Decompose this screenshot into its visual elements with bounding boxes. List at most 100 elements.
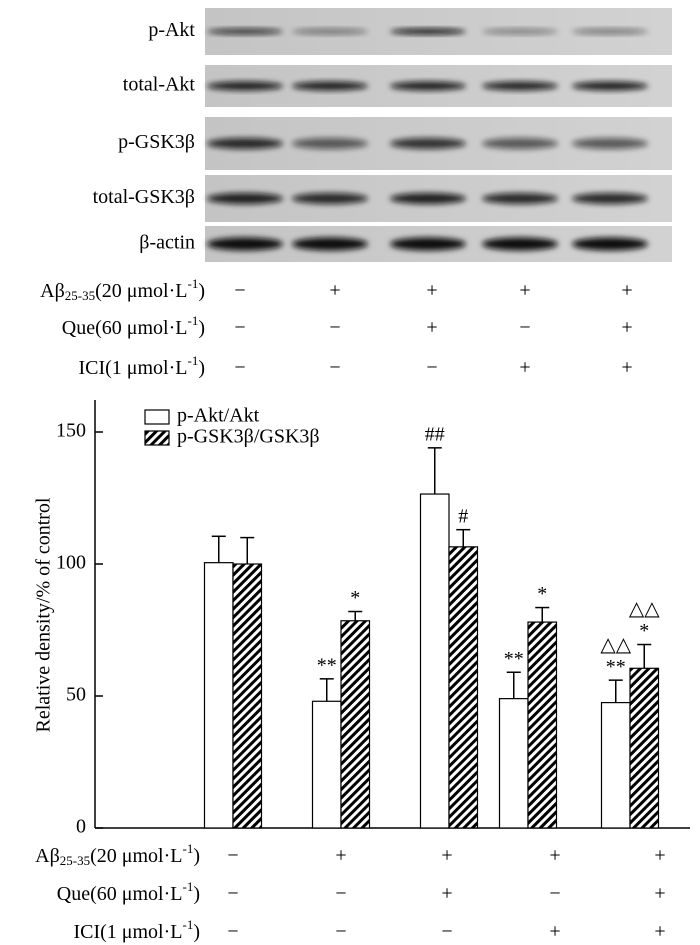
condition-mark: + bbox=[441, 883, 452, 905]
bar bbox=[340, 620, 371, 829]
legend-swatch bbox=[144, 430, 170, 446]
condition-mark: + bbox=[654, 921, 665, 943]
condition-mark: + bbox=[549, 845, 560, 867]
error-bar bbox=[637, 643, 652, 669]
condition-mark: − bbox=[441, 921, 452, 943]
condition-mark: − bbox=[234, 280, 245, 302]
label-part: Que(60 μmol·L bbox=[62, 317, 188, 339]
label-part: -1 bbox=[182, 879, 193, 894]
blot-band bbox=[292, 81, 368, 91]
bar bbox=[232, 563, 263, 829]
condition-label: ICI(1 μmol·L-1) bbox=[78, 353, 205, 379]
condition-label: Que(60 μmol·L-1) bbox=[62, 313, 205, 339]
significance-label: * bbox=[639, 620, 649, 642]
condition-mark: + bbox=[329, 280, 340, 302]
blot-band bbox=[292, 193, 368, 204]
blot-row-label: total-Akt bbox=[123, 74, 196, 96]
label-part: ) bbox=[193, 921, 200, 943]
blot-band bbox=[572, 237, 648, 251]
error-bar bbox=[348, 610, 363, 621]
blot-band bbox=[572, 138, 648, 149]
label-part: 25-35 bbox=[65, 288, 95, 303]
label-part: Aβ bbox=[40, 280, 65, 302]
blot-band bbox=[207, 28, 283, 35]
legend-swatch bbox=[144, 409, 170, 425]
blot-band bbox=[572, 28, 648, 35]
significance-label: △△ bbox=[600, 634, 631, 656]
significance-label: ** bbox=[606, 656, 626, 678]
error-bar bbox=[506, 671, 521, 699]
label-part: ) bbox=[193, 845, 200, 867]
label-part: (20 μmol·L bbox=[95, 280, 187, 302]
blot-band bbox=[292, 28, 368, 35]
bar bbox=[498, 698, 529, 829]
blot-band bbox=[390, 237, 466, 251]
condition-label: Aβ25-35(20 μmol·L-1) bbox=[40, 276, 205, 303]
label-part: ) bbox=[198, 357, 205, 379]
blot-band bbox=[572, 81, 648, 91]
label-part: Aβ bbox=[35, 845, 60, 867]
error-bar bbox=[240, 536, 255, 564]
blot-band bbox=[207, 81, 283, 91]
blot-row-label: p-Akt bbox=[148, 19, 195, 41]
blot-band bbox=[390, 138, 466, 149]
label-part: ) bbox=[198, 317, 205, 339]
condition-mark: + bbox=[654, 883, 665, 905]
y-tick-label: 50 bbox=[66, 684, 86, 706]
blot-band bbox=[207, 138, 283, 149]
condition-mark: + bbox=[519, 357, 530, 379]
blot-band bbox=[207, 193, 283, 204]
label-part: ) bbox=[198, 280, 205, 302]
condition-mark: + bbox=[335, 845, 346, 867]
y-tick-label: 0 bbox=[76, 816, 86, 838]
bar bbox=[311, 700, 342, 829]
bar bbox=[527, 621, 558, 829]
label-part: -1 bbox=[182, 917, 193, 932]
blot-row-label: β-actin bbox=[139, 232, 195, 254]
label-part: Que(60 μmol·L bbox=[57, 883, 183, 905]
blot-band bbox=[482, 138, 558, 149]
condition-mark: − bbox=[234, 357, 245, 379]
condition-mark: − bbox=[227, 883, 238, 905]
condition-label: Que(60 μmol·L-1) bbox=[57, 879, 200, 905]
condition-mark: − bbox=[234, 317, 245, 339]
significance-label: ** bbox=[504, 648, 524, 670]
error-bar bbox=[456, 528, 471, 547]
bar bbox=[600, 701, 631, 829]
condition-mark: + bbox=[519, 280, 530, 302]
condition-mark: − bbox=[426, 357, 437, 379]
label-part: -1 bbox=[182, 841, 193, 856]
error-bar bbox=[608, 679, 623, 703]
blot-band bbox=[482, 237, 558, 251]
y-axis-label: Relative density/% of control bbox=[33, 497, 55, 732]
legend-label: p-GSK3β/GSK3β bbox=[177, 426, 320, 448]
blot-band bbox=[207, 237, 283, 251]
error-bar bbox=[427, 447, 442, 495]
significance-label: ## bbox=[425, 423, 445, 445]
blot-row-label: total-GSK3β bbox=[93, 186, 195, 208]
bar bbox=[419, 493, 450, 829]
condition-mark: + bbox=[426, 280, 437, 302]
label-part: ICI(1 μmol·L bbox=[73, 921, 182, 943]
condition-mark: + bbox=[426, 317, 437, 339]
label-part: (20 μmol·L bbox=[90, 845, 182, 867]
bar bbox=[203, 562, 234, 829]
condition-mark: + bbox=[549, 921, 560, 943]
condition-mark: − bbox=[335, 883, 346, 905]
significance-label: ** bbox=[317, 654, 337, 676]
condition-mark: − bbox=[329, 357, 340, 379]
blot-band bbox=[482, 81, 558, 91]
condition-mark: − bbox=[227, 921, 238, 943]
label-part: -1 bbox=[187, 353, 198, 368]
label-part: -1 bbox=[187, 276, 198, 291]
blot-band bbox=[390, 81, 466, 91]
error-bar bbox=[319, 678, 334, 702]
condition-mark: − bbox=[227, 845, 238, 867]
condition-label: ICI(1 μmol·L-1) bbox=[73, 917, 200, 943]
bar bbox=[629, 667, 660, 829]
label-part: ) bbox=[193, 883, 200, 905]
condition-mark: + bbox=[621, 280, 632, 302]
condition-mark: + bbox=[654, 845, 665, 867]
significance-label: * bbox=[350, 587, 360, 609]
